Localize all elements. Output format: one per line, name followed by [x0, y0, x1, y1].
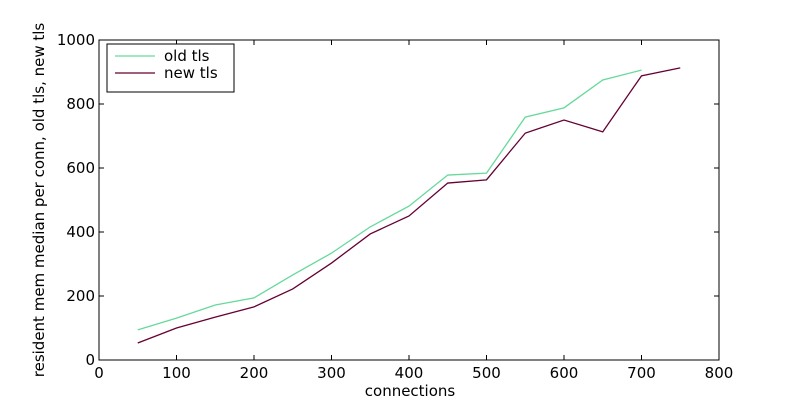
y-tick-label: 0	[85, 351, 95, 369]
x-axis-label: connections	[365, 382, 456, 400]
y-tick-label: 1000	[57, 31, 95, 49]
x-tick-label: 0	[94, 364, 104, 382]
y-tick-label: 600	[66, 159, 95, 177]
x-tick-label: 100	[162, 364, 191, 382]
x-tick-label: 200	[240, 364, 269, 382]
y-tick-label: 800	[66, 95, 95, 113]
legend-label: old tls	[164, 47, 210, 65]
x-tick-label: 500	[472, 364, 501, 382]
line	[137, 67, 681, 344]
x-tick-label: 600	[550, 364, 579, 382]
y-tick-label: 200	[66, 287, 95, 305]
x-tick-label: 700	[627, 364, 656, 382]
x-tick-label: 300	[317, 364, 346, 382]
y-tick-label: 400	[66, 223, 95, 241]
legend-label: new tls	[164, 64, 218, 82]
legend-box	[106, 43, 235, 93]
y-axis-label: resident mem median per conn, old tls, n…	[30, 23, 48, 378]
line	[137, 69, 642, 331]
plot-frame	[98, 39, 720, 361]
x-tick-label: 800	[705, 364, 734, 382]
x-tick-label: 400	[395, 364, 424, 382]
